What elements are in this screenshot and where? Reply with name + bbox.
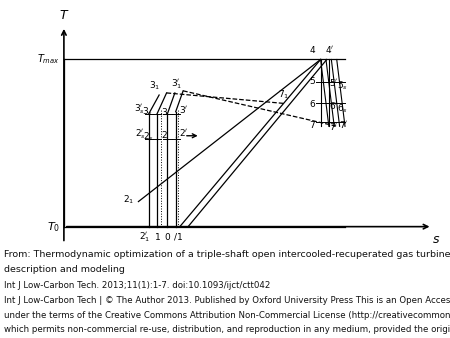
Text: $7_1$: $7_1$ — [278, 89, 289, 101]
Text: which permits non-commercial re-use, distribution, and reproduction in any mediu: which permits non-commercial re-use, dis… — [4, 325, 450, 334]
Text: $2_1$: $2_1$ — [123, 193, 134, 206]
Text: $T$: $T$ — [58, 9, 69, 22]
Text: From: Thermodynamic optimization of a triple-shaft open intercooled-recuperated : From: Thermodynamic optimization of a tr… — [4, 250, 450, 259]
Text: $T_0$: $T_0$ — [47, 220, 60, 234]
Text: $0$: $0$ — [164, 231, 171, 242]
Text: $3$: $3$ — [161, 106, 168, 117]
Text: $2'$: $2'$ — [179, 127, 189, 138]
Text: $3_s$: $3_s$ — [142, 105, 153, 118]
Text: $4$: $4$ — [309, 44, 316, 55]
Text: $6'$: $6'$ — [329, 100, 338, 111]
Text: $T_{max}$: $T_{max}$ — [37, 53, 60, 66]
Text: $5$: $5$ — [310, 75, 316, 86]
Text: $2_s'$: $2_s'$ — [135, 128, 146, 142]
Text: $2_1'$: $2_1'$ — [139, 231, 150, 244]
Text: $/1$: $/1$ — [173, 231, 183, 242]
Text: $2_s$: $2_s$ — [143, 130, 154, 143]
Text: Int J Low-Carbon Tech | © The Author 2013. Published by Oxford University Press : Int J Low-Carbon Tech | © The Author 201… — [4, 296, 450, 305]
Text: $7$: $7$ — [310, 119, 316, 130]
Text: $5_s$: $5_s$ — [337, 79, 348, 92]
Text: $6$: $6$ — [309, 98, 316, 109]
Text: $3_1'$: $3_1'$ — [171, 77, 182, 91]
Text: $3_s'$: $3_s'$ — [134, 103, 144, 116]
Text: $5'$: $5'$ — [329, 77, 338, 88]
Text: $2$: $2$ — [162, 129, 168, 140]
Text: $7'$: $7'$ — [329, 121, 338, 132]
Text: $6_s$: $6_s$ — [337, 102, 348, 115]
Text: $3_1$: $3_1$ — [148, 79, 160, 92]
Text: $1$: $1$ — [153, 231, 161, 242]
Text: description and modeling: description and modeling — [4, 265, 126, 274]
Text: $7'$: $7'$ — [339, 119, 349, 130]
Text: under the terms of the Creative Commons Attribution Non-Commercial License (http: under the terms of the Creative Commons … — [4, 311, 450, 320]
Text: $3'$: $3'$ — [179, 104, 189, 115]
Text: Int J Low-Carbon Tech. 2013;11(1):1-7. doi:10.1093/ijct/ctt042: Int J Low-Carbon Tech. 2013;11(1):1-7. d… — [4, 282, 271, 290]
Text: $s$: $s$ — [432, 233, 441, 246]
Text: $4'$: $4'$ — [325, 44, 334, 55]
